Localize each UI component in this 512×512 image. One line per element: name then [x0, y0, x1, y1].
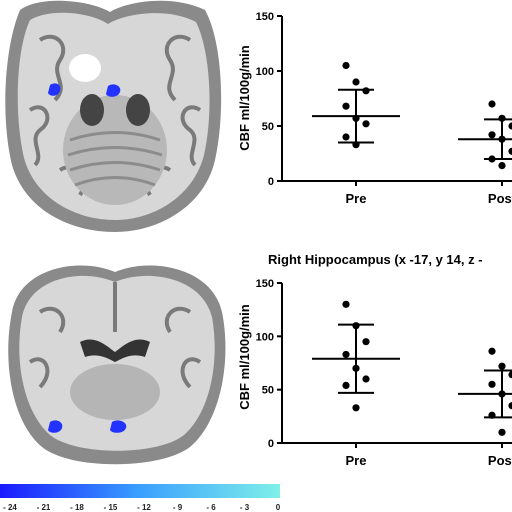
- colorbar-tick-label: - 24: [3, 503, 17, 512]
- data-point-pre: [352, 78, 360, 86]
- data-point-post: [498, 362, 506, 370]
- colorbar-tick-label: - 21: [37, 503, 51, 512]
- data-point-pre: [342, 381, 350, 389]
- colorbar-tick-label: - 9: [173, 503, 183, 512]
- coronal-brain-slice: [0, 252, 232, 484]
- y-tick-label: 0: [268, 438, 274, 450]
- chart-top-ylabel: CBF ml/100g/min: [237, 45, 252, 151]
- data-point-post: [508, 147, 512, 155]
- colorbar: - 24 - 21 - 18 - 15 - 12 - 9 - 6 - 3 0: [0, 484, 280, 512]
- data-point-pre: [362, 87, 370, 95]
- data-point-post: [508, 371, 512, 379]
- colorbar-tick-label: - 18: [70, 503, 84, 512]
- x-tick-label-post: Post: [488, 191, 512, 206]
- colorbar-tick-label: - 12: [137, 503, 151, 512]
- data-point-post: [508, 122, 512, 130]
- colorbar-tick-label: 0: [276, 503, 280, 512]
- chart-bottom: Right Hippocampus (x -17, y 14, z - CBF …: [237, 252, 512, 468]
- data-point-pre: [342, 350, 350, 359]
- data-point-post: [498, 162, 506, 170]
- y-tick-label: 50: [262, 385, 274, 397]
- data-point-pre: [342, 102, 350, 110]
- axial-brain-slice: [0, 0, 232, 236]
- y-tick-label: 50: [262, 121, 274, 133]
- data-point-post: [488, 347, 496, 355]
- y-tick-label: 100: [256, 66, 274, 78]
- data-point-post: [488, 100, 496, 108]
- data-point-pre: [342, 300, 350, 308]
- data-point-pre: [342, 61, 350, 70]
- colorbar-tick-label: - 6: [206, 503, 216, 512]
- data-point-post: [488, 131, 496, 139]
- x-tick-label-pre: Pre: [346, 191, 367, 206]
- y-tick-label: 150: [256, 11, 274, 23]
- data-point-pre: [362, 375, 370, 383]
- y-tick-label: 0: [268, 176, 274, 188]
- data-point-pre: [342, 133, 350, 141]
- chart-bottom-ylabel: CBF ml/100g/min: [237, 304, 252, 410]
- data-point-post: [488, 380, 496, 388]
- colorbar-tick-label: - 3: [240, 503, 250, 512]
- y-tick-label: 150: [256, 278, 274, 290]
- chart-top: CBF ml/100g/min 0 50 100 150 Pre Post: [237, 11, 512, 206]
- x-tick-label-post: Post: [488, 453, 512, 468]
- data-point-pre: [352, 404, 360, 412]
- y-tick-label: 100: [256, 331, 274, 343]
- data-point-post: [498, 428, 506, 436]
- data-point-pre: [362, 338, 370, 346]
- data-point-post: [508, 402, 512, 410]
- chart-bottom-title: Right Hippocampus (x -17, y 14, z -: [268, 252, 483, 267]
- colorbar-gradient: [0, 484, 280, 498]
- data-point-pre: [362, 120, 370, 128]
- x-tick-label-pre: Pre: [346, 453, 367, 468]
- colorbar-tick-label: - 15: [104, 503, 118, 512]
